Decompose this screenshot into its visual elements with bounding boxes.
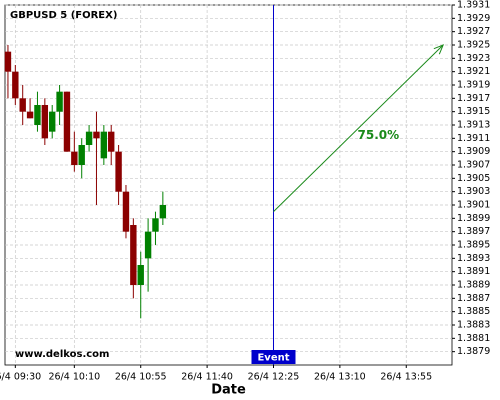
y-tick-label: 1.3931: [457, 0, 490, 11]
x-tick-label: 26/4 09:30: [0, 372, 41, 383]
y-tick-label: 1.3929: [457, 13, 490, 24]
candle-body: [49, 111, 56, 132]
y-tick-label: 1.3911: [457, 133, 490, 144]
y-tick-label: 1.3907: [457, 160, 490, 171]
y-tick-label: 1.3923: [457, 53, 490, 64]
y-tick-label: 1.3885: [457, 306, 490, 317]
watermark: www.delkos.com: [15, 349, 109, 360]
candle-body: [4, 51, 12, 72]
arrow-head: [433, 44, 445, 55]
y-tick-label: 1.3917: [457, 93, 490, 104]
x-tick-label: 26/4 12:25: [248, 372, 300, 383]
chart-title: GBPUSD 5 (FOREX): [10, 10, 117, 21]
candle-body: [122, 191, 130, 232]
candle-body: [56, 91, 63, 112]
y-tick-label: 1.3881: [457, 333, 490, 344]
x-tick-label: 26/4 10:55: [115, 372, 167, 383]
candle-body: [144, 231, 152, 259]
candle-body: [34, 105, 41, 125]
y-tick-label: 1.3925: [457, 40, 490, 51]
forecast-arrow: [273, 44, 444, 213]
candle-body: [19, 98, 26, 112]
candle-body: [78, 145, 85, 165]
candle-body: [159, 205, 167, 219]
candle-body: [71, 151, 78, 165]
y-tick-label: 1.3893: [457, 253, 490, 264]
candle-body: [100, 131, 108, 159]
x-tick-label: 26/4 11:40: [181, 372, 233, 383]
candle-body: [41, 105, 49, 139]
y-tick-label: 1.3901: [457, 200, 490, 211]
candle-body: [63, 91, 71, 152]
x-tick-label: 26/4 10:10: [48, 372, 100, 383]
x-tick-label: 26/4 13:55: [380, 372, 432, 383]
y-tick-label: 1.3913: [457, 120, 490, 131]
y-tick-label: 1.3909: [457, 146, 490, 157]
y-tick-label: 1.3899: [457, 213, 490, 224]
y-tick-label: 1.3915: [457, 106, 490, 117]
y-tick-label: 1.3883: [457, 320, 490, 331]
candle-body: [137, 265, 144, 285]
candle-body: [115, 151, 122, 192]
event-box: [251, 350, 296, 364]
y-tick-label: 1.3889: [457, 280, 490, 291]
y-tick-label: 1.3891: [457, 266, 490, 277]
candle-body: [85, 131, 93, 145]
candle-body: [93, 131, 100, 139]
x-tick-label: 26/4 13:10: [314, 372, 366, 383]
x-axis-label: Date: [211, 383, 246, 398]
candle-body: [108, 131, 115, 152]
event-label: Event: [257, 353, 289, 364]
candle-body: [130, 225, 137, 285]
y-tick-label: 1.3919: [457, 80, 490, 91]
y-tick-label: 1.3905: [457, 173, 490, 184]
y-tick-label: 1.3897: [457, 226, 490, 237]
y-tick-label: 1.3921: [457, 66, 490, 77]
candle-body: [152, 218, 159, 232]
y-tick-label: 1.3903: [457, 186, 490, 197]
candle-body: [12, 71, 19, 99]
y-tick-label: 1.3895: [457, 240, 490, 251]
forecast-label: 75.0%: [358, 128, 400, 142]
y-tick-label: 1.3887: [457, 293, 490, 304]
y-tick-label: 1.3927: [457, 26, 490, 37]
plot-area: [4, 4, 453, 366]
y-tick-label: 1.3879: [457, 346, 490, 357]
candle-body: [26, 111, 34, 119]
